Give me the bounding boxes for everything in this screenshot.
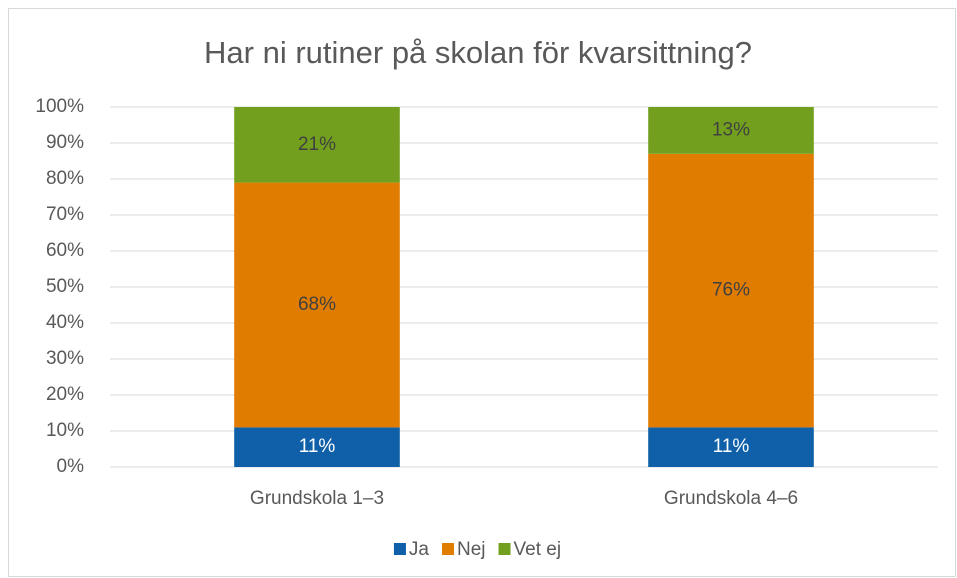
bar-segment xyxy=(234,427,400,467)
data-label: 68% xyxy=(298,294,336,315)
legend-label: Nej xyxy=(457,539,486,560)
data-label: 11% xyxy=(713,436,750,457)
data-label: 11% xyxy=(299,436,336,457)
data-label: 21% xyxy=(298,134,336,155)
x-tick-label: Grundskola 1–3 xyxy=(250,488,384,509)
y-tick-label: 90% xyxy=(46,132,84,153)
bar-segment xyxy=(648,153,814,428)
y-tick-label: 30% xyxy=(46,348,84,369)
y-tick-label: 60% xyxy=(46,240,84,261)
x-tick-label: Grundskola 4–6 xyxy=(664,488,798,509)
legend-swatch xyxy=(498,543,511,555)
y-tick-label: 70% xyxy=(46,204,84,225)
y-tick-label: 50% xyxy=(46,276,84,297)
bar-segment xyxy=(234,107,400,183)
data-label: 76% xyxy=(712,280,750,301)
chart-title: Har ni rutiner på skolan för kvarsittnin… xyxy=(204,35,752,70)
data-label: 13% xyxy=(712,119,750,140)
legend-swatch xyxy=(442,543,455,555)
y-tick-label: 100% xyxy=(35,96,84,117)
y-tick-label: 0% xyxy=(57,456,85,477)
bar-segment xyxy=(648,427,814,467)
bar-segment xyxy=(648,107,814,154)
legend-swatch xyxy=(393,543,406,555)
y-tick-label: 20% xyxy=(46,384,84,405)
y-tick-label: 10% xyxy=(46,420,84,441)
legend-label: Ja xyxy=(409,539,430,560)
y-tick-label: 40% xyxy=(46,312,84,333)
bar-segment xyxy=(234,182,400,428)
y-tick-label: 80% xyxy=(46,168,84,189)
legend-label: Vet ej xyxy=(514,539,562,560)
